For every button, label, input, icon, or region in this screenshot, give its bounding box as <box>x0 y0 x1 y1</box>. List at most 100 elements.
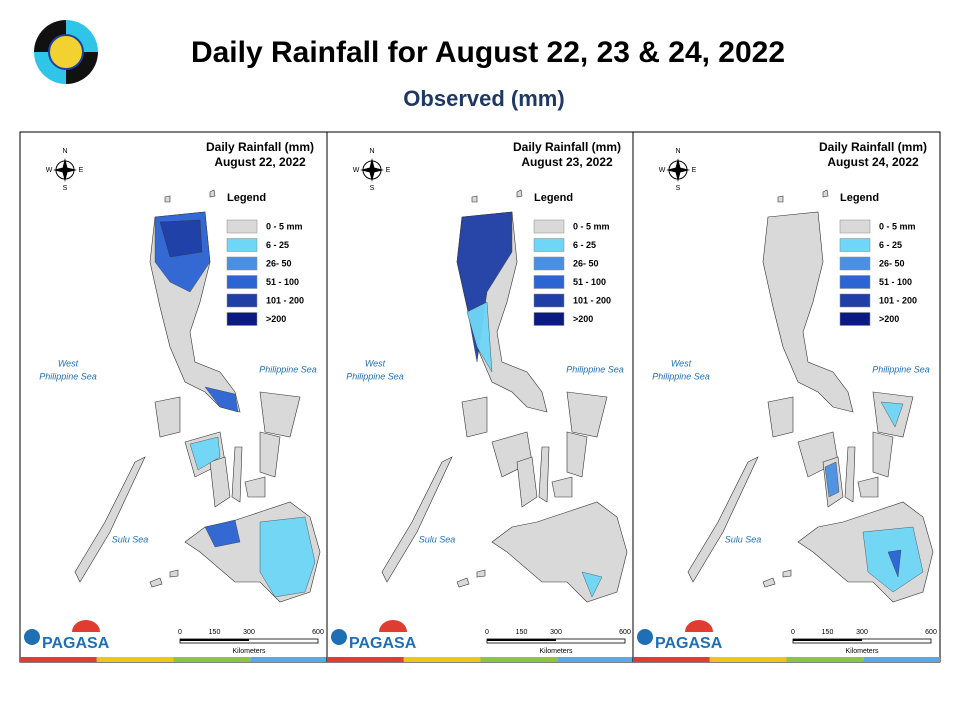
legend-label: 101 - 200 <box>573 295 611 305</box>
island <box>381 456 453 583</box>
legend-label: 51 - 100 <box>266 277 299 287</box>
map-date: August 22, 2022 <box>214 155 306 169</box>
brand-umbrella <box>72 620 100 632</box>
compass-n: N <box>675 148 680 155</box>
brand-umbrella <box>685 620 713 632</box>
legend-label: 6 - 25 <box>266 240 289 250</box>
island <box>476 569 486 578</box>
compass-n: N <box>62 148 67 155</box>
rain-area <box>204 519 241 548</box>
brand-name: PAGASA <box>42 635 110 652</box>
legend-title: Legend <box>227 192 266 204</box>
scale-tick-label: 300 <box>856 629 868 636</box>
legend-swatch <box>226 219 258 234</box>
legend-label: 0 - 5 mm <box>573 221 610 231</box>
compass-e: E <box>692 167 697 174</box>
sea-label: West <box>58 358 79 368</box>
scale-bar-fill <box>793 639 862 641</box>
legend-swatch <box>533 219 565 234</box>
island <box>471 195 478 203</box>
compass-w: W <box>353 167 360 174</box>
scale-tick-label: 150 <box>209 629 221 636</box>
island <box>566 431 588 478</box>
legend-swatch <box>226 275 258 289</box>
legend-label: >200 <box>879 314 899 324</box>
island <box>767 396 794 438</box>
rain-area <box>824 461 840 498</box>
island <box>782 569 792 578</box>
brand-stripe <box>173 657 251 662</box>
legend-label: 26- 50 <box>879 258 905 268</box>
scale-tick-label: 600 <box>925 629 937 636</box>
scale-tick-label: 600 <box>312 629 324 636</box>
island <box>516 189 523 198</box>
logo <box>34 20 98 84</box>
map-date: August 23, 2022 <box>521 155 613 169</box>
island <box>456 577 470 588</box>
island <box>551 476 573 498</box>
scale-tick-label: 600 <box>619 629 631 636</box>
island <box>209 456 231 508</box>
legend-label: 26- 50 <box>266 258 292 268</box>
legend-label: 26- 50 <box>573 258 599 268</box>
map-panel: Daily Rainfall (mm)August 22, 2022 N S E W Le… <box>19 131 328 663</box>
compass-star <box>53 158 77 182</box>
legend-label: 101 - 200 <box>879 295 917 305</box>
sea-label: Sulu Sea <box>112 534 149 544</box>
island <box>169 569 179 578</box>
island <box>762 577 776 588</box>
island <box>777 195 784 203</box>
brand-stripe <box>709 657 787 662</box>
island <box>259 431 281 478</box>
island <box>762 211 854 413</box>
legend-label: 51 - 100 <box>879 277 912 287</box>
scale-tick-label: 0 <box>178 629 182 636</box>
map-date: August 24, 2022 <box>827 155 919 169</box>
brand-icon <box>637 629 653 645</box>
scale-tick-label: 0 <box>791 629 795 636</box>
legend-label: >200 <box>266 314 286 324</box>
legend-swatch <box>226 256 258 271</box>
brand-stripe <box>863 657 940 662</box>
island <box>872 431 894 478</box>
scale-tick-label: 300 <box>550 629 562 636</box>
scale-tick-label: 300 <box>243 629 255 636</box>
legend-title: Legend <box>534 192 573 204</box>
compass-e: E <box>386 167 391 174</box>
brand-icon <box>331 629 347 645</box>
island <box>822 189 829 198</box>
sea-label: Sulu Sea <box>419 534 456 544</box>
legend-swatch <box>839 256 871 271</box>
legend-swatch <box>226 238 258 252</box>
legend-label: 6 - 25 <box>879 240 902 250</box>
scale-unit: Kilometers <box>232 648 266 655</box>
compass-s: S <box>370 185 375 192</box>
compass-w: W <box>46 167 53 174</box>
map-title: Daily Rainfall (mm) <box>206 140 314 154</box>
legend-label: 0 - 5 mm <box>879 221 916 231</box>
compass-s: S <box>63 185 68 192</box>
island <box>74 456 146 583</box>
subtitle: Observed (mm) <box>403 86 564 111</box>
scale-bar-fill <box>487 639 556 641</box>
sea-label: Philippine Sea <box>652 371 710 381</box>
sea-label: Sulu Sea <box>725 534 762 544</box>
sea-label: Philippine Sea <box>566 364 624 374</box>
compass-star <box>666 158 690 182</box>
legend-swatch <box>533 293 565 308</box>
sea-label: Philippine Sea <box>872 364 930 374</box>
sea-label: Philippine Sea <box>39 371 97 381</box>
island <box>687 456 759 583</box>
rain-area <box>204 386 239 413</box>
island <box>154 396 181 438</box>
legend-label: 51 - 100 <box>573 277 606 287</box>
island <box>244 476 266 498</box>
map-title: Daily Rainfall (mm) <box>513 140 621 154</box>
brand-stripe <box>20 657 97 662</box>
island <box>566 391 608 438</box>
legend-swatch <box>839 238 871 252</box>
legend-swatch <box>839 219 871 234</box>
rain-area <box>880 401 904 428</box>
sea-label: West <box>365 358 386 368</box>
